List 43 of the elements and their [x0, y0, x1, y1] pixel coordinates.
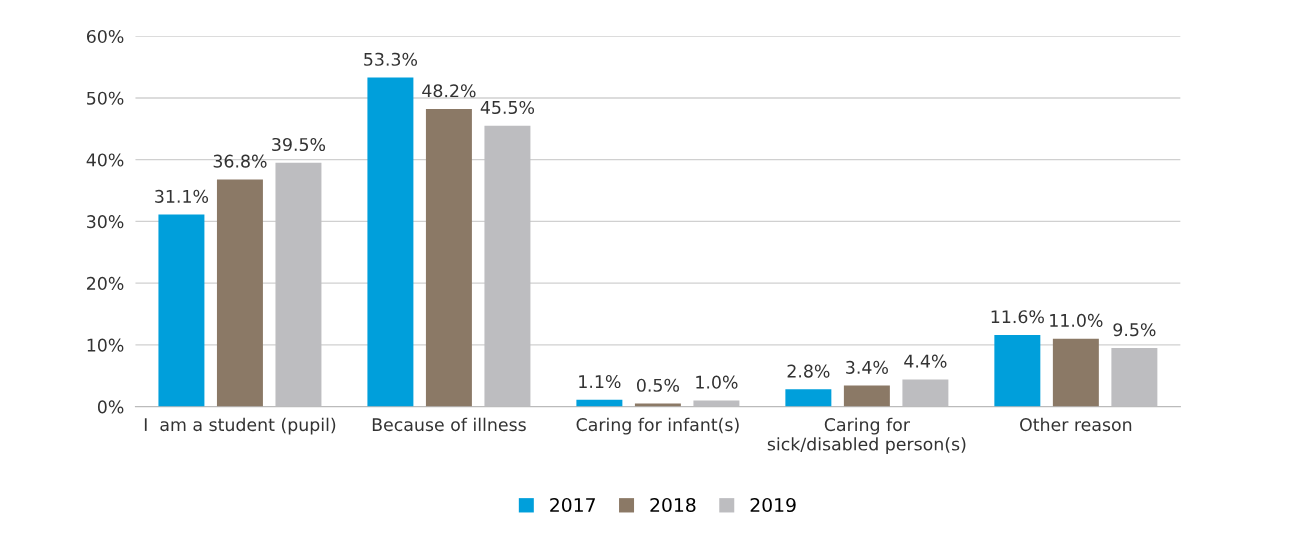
bar: [275, 162, 322, 407]
data-label: 48.2%: [422, 84, 476, 98]
bar: [1111, 347, 1158, 407]
x-tick-label: I am a student (pupil): [144, 417, 336, 435]
bar: [158, 214, 205, 407]
y-tick-label: 10%: [87, 338, 124, 352]
data-label: 4.4%: [904, 354, 947, 368]
data-label: 9.5%: [1113, 323, 1156, 337]
y-tick-label: 50%: [87, 91, 124, 105]
bar: [902, 379, 949, 407]
data-label: 53.3%: [364, 52, 418, 66]
data-label: 3.4%: [846, 360, 888, 374]
y-tick-label: 60%: [86, 29, 124, 44]
legend-label: 2017: [550, 497, 595, 513]
data-label: 36.8%: [213, 154, 267, 168]
x-tick-label: Caring for sick/disabled person(s): [767, 417, 966, 454]
legend-label: 2019: [750, 497, 796, 513]
bar: [843, 385, 890, 407]
bar: [693, 400, 740, 407]
bar: [484, 125, 531, 407]
data-label: 0.5%: [636, 378, 679, 392]
bar: [216, 179, 263, 407]
bar: [785, 389, 832, 407]
x-tick-label: Caring for infant(s): [576, 417, 739, 435]
data-label: 1.0%: [696, 375, 738, 389]
bar: [994, 335, 1041, 407]
data-label: 45.5%: [480, 100, 535, 115]
y-tick-label: 0%: [97, 400, 124, 414]
y-tick-label: 20%: [87, 276, 124, 290]
data-label: 11.6%: [991, 310, 1044, 324]
x-tick-label: Because of illness: [372, 417, 526, 432]
bar: [367, 77, 414, 407]
data-label: 39.5%: [272, 137, 326, 152]
y-tick-label: 30%: [87, 215, 124, 229]
data-label: 1.1%: [579, 374, 621, 389]
data-label: 31.1%: [155, 189, 209, 203]
data-label: 2.8%: [787, 364, 830, 378]
bar: [1052, 338, 1099, 407]
bar: [425, 109, 472, 407]
legend-label: 2018: [650, 497, 696, 513]
x-tick-label: Other reason: [1020, 417, 1132, 432]
y-tick-label: 40%: [86, 153, 124, 167]
data-label: 11.0%: [1050, 313, 1103, 328]
